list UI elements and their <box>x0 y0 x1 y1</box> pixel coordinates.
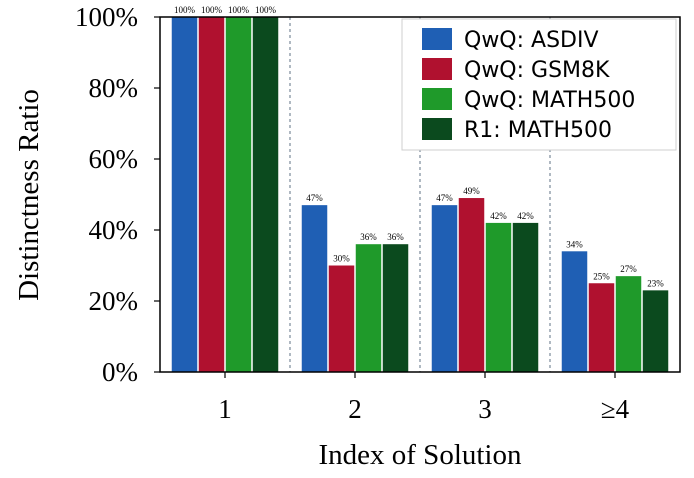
bar-value-label: 25% <box>593 271 610 281</box>
bar-value-label: 30% <box>333 254 350 264</box>
y-axis-title: Distinctness Ratio <box>13 89 45 301</box>
bar <box>588 283 615 372</box>
bar <box>355 244 382 372</box>
legend-label: QwQ: ASDIV <box>464 28 599 53</box>
bar-value-label: 23% <box>647 278 664 288</box>
legend: QwQ: ASDIV QwQ: GSM8K QwQ: MATH500 R1: MATH… <box>401 18 677 151</box>
bar <box>301 205 328 372</box>
bar-value-label: 100% <box>201 5 223 15</box>
y-tick-label: 80% <box>89 73 139 103</box>
bar <box>225 17 252 372</box>
bar-value-label: 47% <box>436 193 453 203</box>
bar-value-label: 49% <box>463 186 480 196</box>
bar <box>328 265 355 372</box>
bar-value-label: 27% <box>620 264 637 274</box>
legend-swatch <box>422 88 452 110</box>
bar-value-labels: 100% 100% 100% 100% 47% 30% 36% 36% 47% 49% 42% 42%… <box>174 5 664 288</box>
x-tick-label: ≥4 <box>601 394 630 424</box>
bar <box>382 244 409 372</box>
y-tick-label: 60% <box>89 144 139 174</box>
x-axis-ticks: 1 2 3 ≥4 <box>218 372 630 424</box>
bar-value-label: 100% <box>228 5 250 15</box>
bar-value-label: 100% <box>174 5 196 15</box>
bar <box>642 290 669 372</box>
bar <box>485 222 512 372</box>
bar-value-label: 100% <box>255 5 277 15</box>
x-tick-label: 3 <box>478 394 492 424</box>
y-tick-label: 0% <box>102 357 138 387</box>
legend-label: R1: MATH500 <box>464 118 612 143</box>
x-tick-label: 1 <box>218 394 232 424</box>
legend-swatch <box>422 58 452 80</box>
bar-value-label: 42% <box>517 211 534 221</box>
group-separators <box>289 17 551 372</box>
plot-frame <box>159 16 681 373</box>
bar <box>458 198 485 372</box>
bar-value-label: 42% <box>490 211 507 221</box>
bar <box>171 17 198 372</box>
bar <box>198 17 225 372</box>
bars <box>171 17 669 372</box>
legend-swatch <box>422 28 452 50</box>
y-tick-label: 100% <box>75 2 138 32</box>
bar-value-label: 47% <box>306 193 323 203</box>
bar <box>561 251 588 372</box>
x-axis-title: Index of Solution <box>319 439 522 471</box>
y-axis-ticks: 0% 20% 40% 60% 80% 100% <box>75 2 160 387</box>
legend-label: QwQ: MATH500 <box>464 88 635 113</box>
bar-value-label: 36% <box>360 232 377 242</box>
bar <box>512 222 539 372</box>
legend-label: QwQ: GSM8K <box>464 58 610 83</box>
y-tick-label: 20% <box>89 286 139 316</box>
bar-value-label: 36% <box>387 232 404 242</box>
bar <box>252 17 279 372</box>
legend-swatch <box>422 118 452 140</box>
bar <box>431 205 458 372</box>
bar <box>615 276 642 372</box>
y-tick-label: 40% <box>89 215 139 245</box>
x-tick-label: 2 <box>348 394 362 424</box>
bar-value-label: 34% <box>566 239 583 249</box>
